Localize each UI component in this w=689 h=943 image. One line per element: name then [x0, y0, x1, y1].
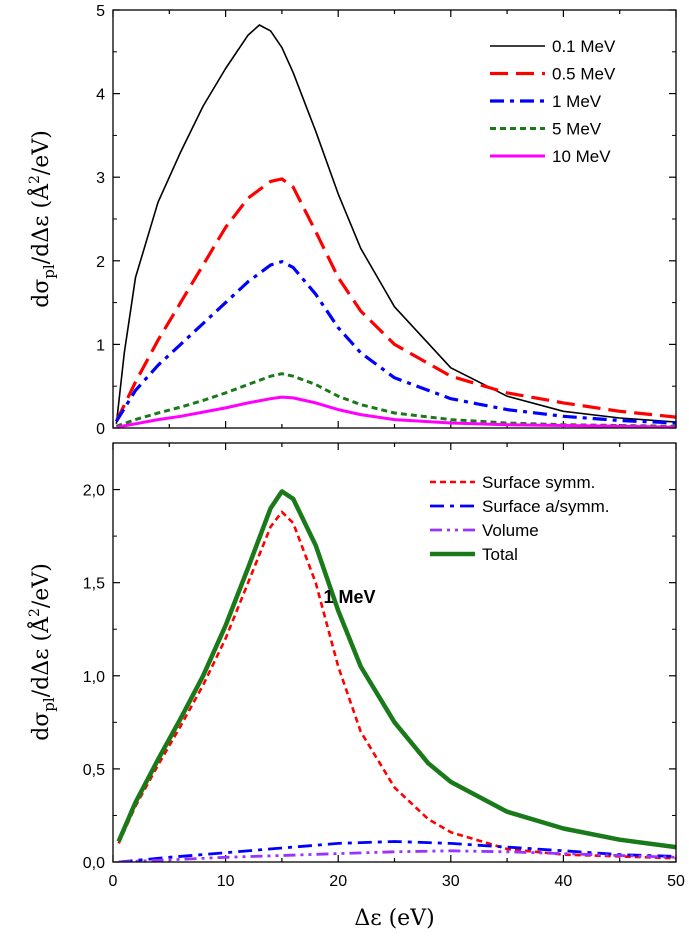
plot-frame: [112, 9, 677, 429]
x-axis-label: Δε (eV): [354, 906, 434, 931]
series-line-surface-a-symm-: [118, 840, 676, 862]
x-tick-label: 20: [329, 873, 347, 890]
legend-label: 1 MeV: [552, 92, 602, 111]
legend-label: 5 MeV: [552, 120, 602, 139]
legend-label: Surface symm.: [482, 473, 595, 492]
x-tick-label: 30: [442, 873, 460, 890]
legend-label: Surface a/symm.: [482, 497, 610, 516]
x-tick-label: 40: [555, 873, 573, 890]
x-tick-label: 10: [217, 873, 235, 890]
y-tick-label: 0,0: [83, 855, 105, 872]
legend-label: 0.5 MeV: [552, 65, 616, 84]
plot-frame: [112, 442, 677, 863]
y-tick-label: 0,5: [83, 762, 105, 779]
series-line-surface-symm-: [117, 510, 676, 860]
y-axis-label: dσpl/dΔε (Å2/eV): [26, 130, 58, 308]
series-line-10-mev: [116, 395, 676, 428]
series-line-volume: [118, 849, 676, 862]
y-tick-label: 1: [96, 337, 105, 354]
series-line-0-5-mev: [114, 177, 676, 422]
energy-annotation: 1 MeV: [323, 587, 375, 607]
series-line-total: [116, 489, 676, 850]
series-line-0-1-mev: [115, 24, 676, 424]
y-tick-label: 3: [96, 170, 105, 187]
y-tick-label: 4: [96, 87, 105, 104]
x-tick-label: 0: [109, 873, 118, 890]
legend-label: 10 MeV: [552, 147, 611, 166]
y-tick-label: 0: [96, 421, 105, 438]
y-tick-label: 5: [96, 3, 105, 20]
y-tick-label: 1,0: [83, 669, 105, 686]
series-line-1-mev: [115, 260, 676, 425]
y-tick-label: 1,5: [83, 576, 105, 593]
y-tick-label: 2,0: [83, 483, 105, 500]
legend-label: Volume: [482, 521, 539, 540]
bottom-panel: 0,0 0,5 1,0 1,5 2,0 0 10 20 30 40 50 Surface symm. S…: [26, 442, 685, 931]
series-line-5-mev: [115, 372, 676, 428]
x-tick-label: 50: [667, 873, 685, 890]
legend-label: Total: [482, 545, 518, 564]
top-panel: 0 1 2 3 4 5 0.1 MeV 0.5 MeV 1 MeV 5 MeV 10 MeV dσpl…: [26, 3, 677, 438]
legend-label: 0.1 MeV: [552, 37, 616, 56]
y-tick-label: 2: [96, 254, 105, 271]
y-axis-label: dσpl/dΔε (Å2/eV): [26, 563, 58, 741]
